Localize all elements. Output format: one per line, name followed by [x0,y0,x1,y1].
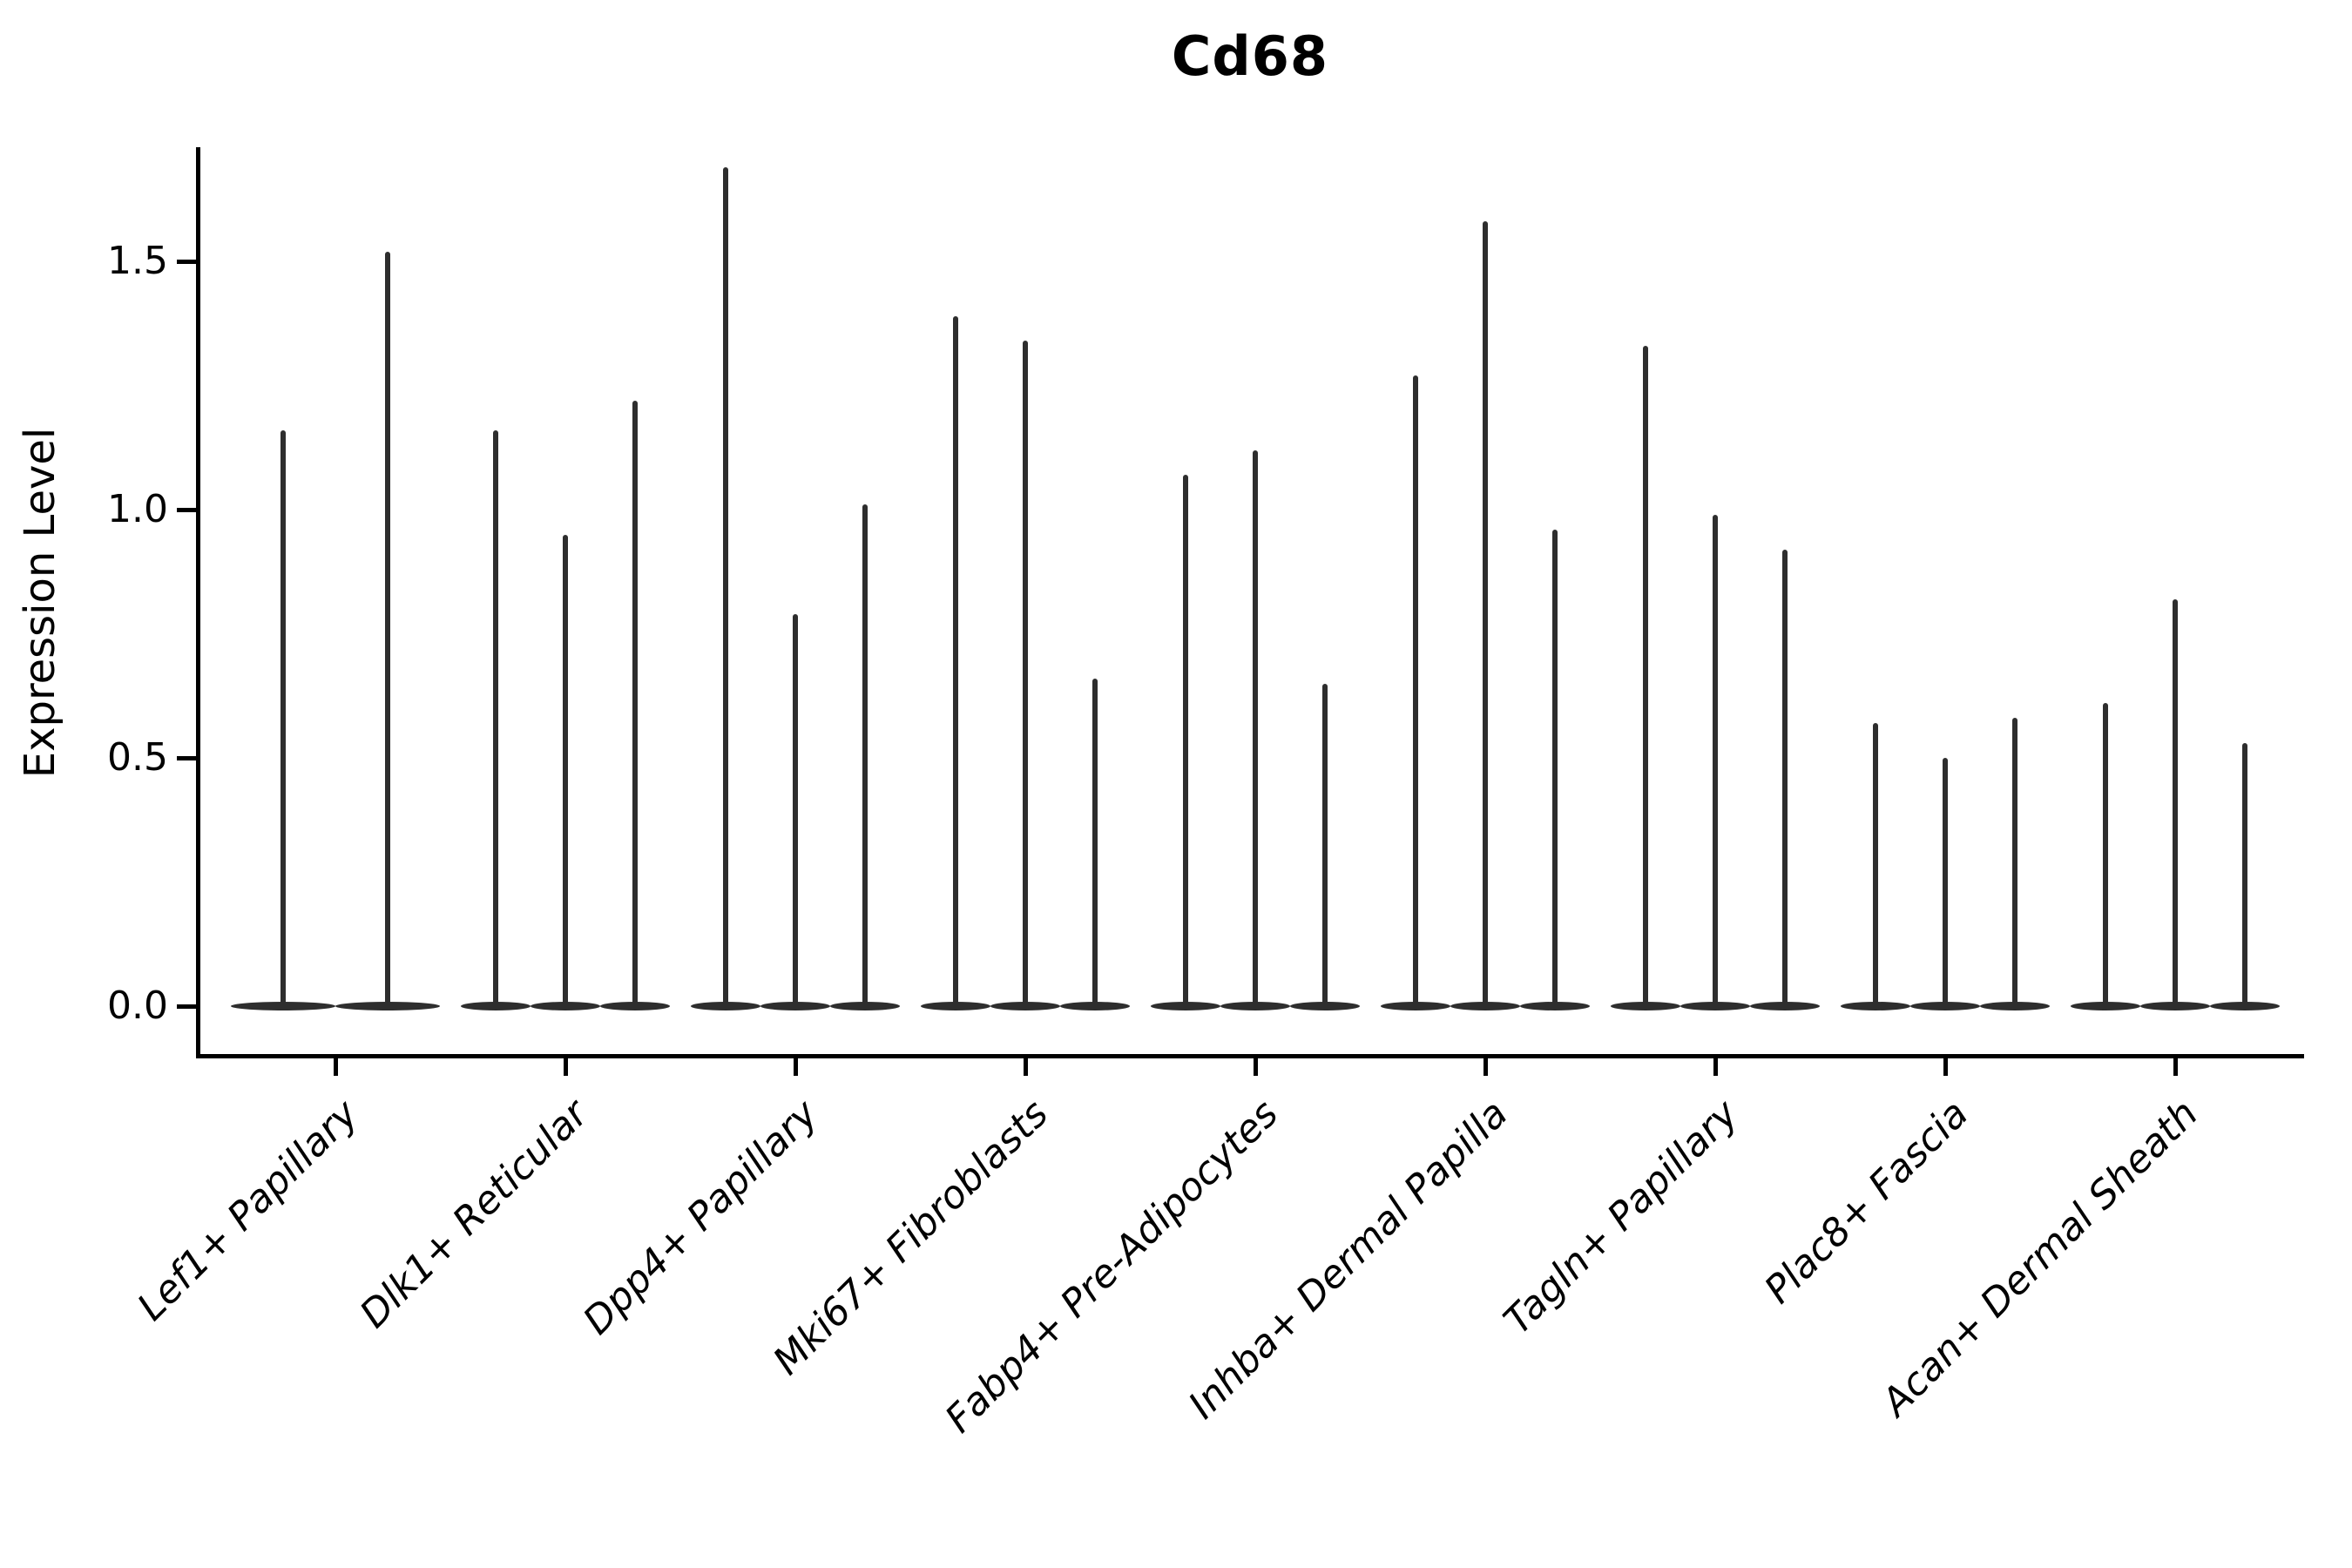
violin-spike [1023,341,1028,1006]
x-tick [334,1058,338,1076]
x-tick-label-text: Lef1+ Papillary [129,1092,368,1330]
violin-base [1151,1002,1220,1010]
violin-base [1520,1002,1590,1010]
chart-title: Cd68 [1171,24,1329,88]
violin-spike [563,534,568,1006]
violin-base [830,1002,900,1010]
y-tick-label: 0.5 [107,735,168,780]
y-tick-label: 0.0 [107,983,168,1028]
violin-spike [1183,475,1188,1006]
violin-base [1980,1002,2050,1010]
violin-spike [280,429,286,1006]
violin-spike [2242,742,2247,1006]
y-tick [177,260,196,264]
violin-spike [1253,449,1258,1006]
violin-base [990,1002,1060,1010]
violin-spike [1322,683,1328,1006]
violin-spike [953,315,958,1006]
y-tick-label: 1.0 [107,487,168,531]
violin-spike [723,166,728,1006]
y-tick-label: 1.5 [107,239,168,283]
violin-base [691,1002,760,1010]
x-tick [564,1058,568,1076]
violin-spike [793,613,798,1006]
violin-spike [2103,703,2108,1006]
violin-spike [385,251,390,1006]
x-tick [2173,1058,2178,1076]
x-tick-label-text: Dlk1+ Reticular [351,1092,598,1337]
x-tick-label-text: Tagln+ Papillary [1495,1092,1747,1343]
violin-base [1450,1002,1520,1010]
violin-spike [1643,345,1648,1006]
violin-spike [2173,598,2178,1006]
violin-spike [1413,375,1418,1006]
violin-base [335,1002,440,1010]
violin-spike [1483,221,1488,1006]
x-tick [1484,1058,1488,1076]
y-axis-label-text: Expression Level [16,427,64,779]
violin-base [531,1002,600,1010]
violin-spike [2012,718,2017,1006]
violin-base [1381,1002,1450,1010]
violin-spike [632,400,638,1006]
violin-base [921,1002,990,1010]
violin-spike [1782,549,1788,1006]
x-tick [1713,1058,1718,1076]
violin-base [461,1002,531,1010]
violin-spike [1943,758,1948,1006]
x-tick [794,1058,798,1076]
violin-base [2210,1002,2280,1010]
y-tick [177,1004,196,1009]
violin-spike [1873,723,1878,1006]
plot-spine-left [196,147,200,1058]
violin-base [231,1002,335,1010]
x-tick [1254,1058,1258,1076]
violin-base [1841,1002,1910,1010]
violin-base [1611,1002,1680,1010]
violin-base [600,1002,670,1010]
y-tick [177,756,196,760]
plot-spine-bottom [196,1054,2304,1058]
violin-base [1220,1002,1290,1010]
violin-base [760,1002,830,1010]
violin-base [1750,1002,1820,1010]
violin-spike [862,504,868,1006]
violin-base [2071,1002,2140,1010]
violin-spike [493,429,498,1006]
violin-base [1910,1002,1980,1010]
x-tick-label-text: Plac8+ Fascia [1755,1092,1977,1313]
y-tick [177,508,196,512]
violin-spike [1552,529,1558,1006]
x-tick-label-text: Dpp4+ Papillary [575,1092,828,1344]
violin-spike [1713,514,1718,1006]
violin-base [1290,1002,1360,1010]
violin-base [1680,1002,1750,1010]
x-tick [1943,1058,1948,1076]
violin-spike [1092,678,1098,1006]
violin-base [2140,1002,2210,1010]
violin-base [1060,1002,1130,1010]
x-tick [1024,1058,1028,1076]
